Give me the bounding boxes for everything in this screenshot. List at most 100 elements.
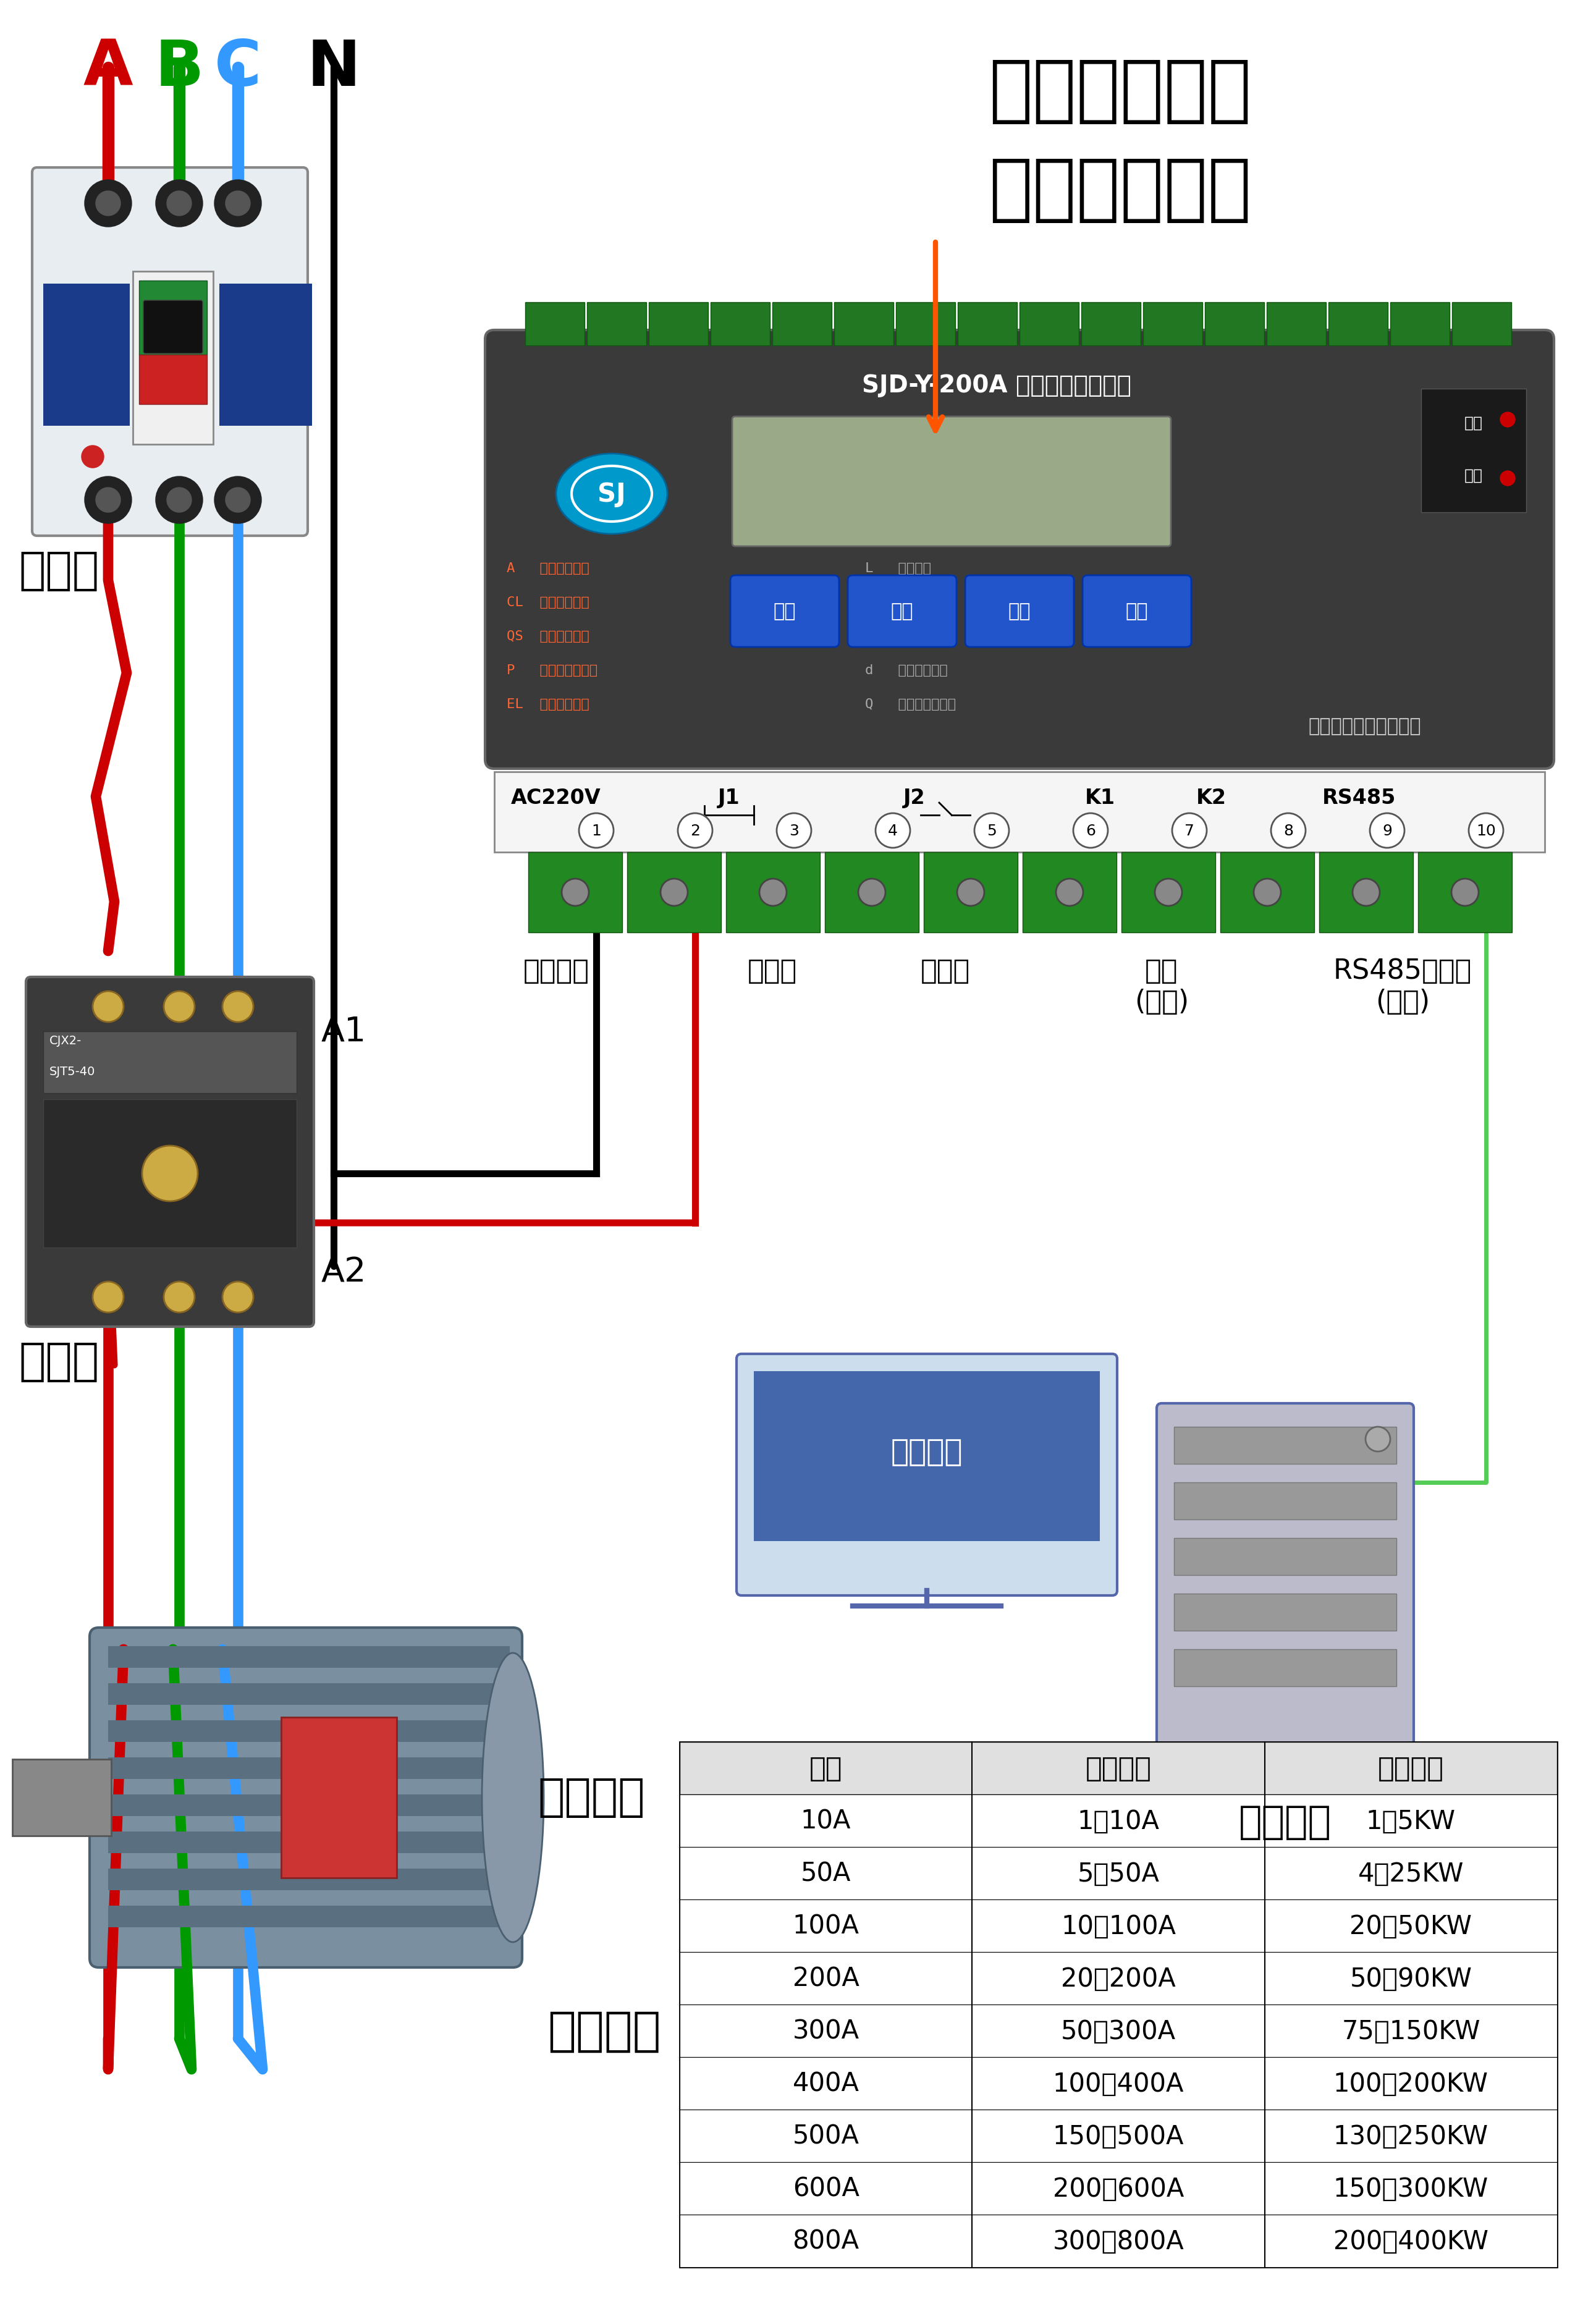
Ellipse shape: [555, 453, 667, 534]
Bar: [13, 1759, 112, 1837]
FancyBboxPatch shape: [733, 416, 1171, 548]
Text: J1: J1: [718, 788, 741, 809]
Text: Q   上电自启动设定: Q 上电自启动设定: [865, 698, 956, 709]
Text: 常闭点: 常闭点: [747, 957, 796, 984]
Circle shape: [96, 192, 120, 217]
Text: d   通讯頻率设定: d 通讯頻率设定: [865, 663, 948, 677]
Circle shape: [1057, 878, 1084, 906]
Bar: [587, 303, 646, 347]
Circle shape: [214, 476, 262, 525]
Circle shape: [225, 488, 251, 513]
Text: 150～500A: 150～500A: [1053, 2124, 1184, 2149]
Bar: [680, 2057, 1558, 2110]
Bar: [132, 273, 214, 444]
Circle shape: [214, 180, 262, 226]
Text: N   欠电压设定: N 欠电压设定: [865, 596, 940, 608]
Bar: [753, 1370, 1100, 1541]
Text: SJT5-40: SJT5-40: [49, 1065, 96, 1077]
Bar: [1122, 853, 1216, 934]
Bar: [109, 1719, 509, 1742]
Text: U   过电压设定: U 过电压设定: [865, 631, 940, 642]
FancyBboxPatch shape: [731, 575, 839, 647]
Text: 75～150KW: 75～150KW: [1342, 2018, 1479, 2043]
Bar: [219, 284, 313, 425]
Circle shape: [1352, 878, 1379, 906]
Text: 20～200A: 20～200A: [1061, 1964, 1176, 1992]
Circle shape: [579, 813, 613, 848]
Circle shape: [93, 1283, 123, 1313]
Circle shape: [81, 446, 104, 469]
Text: RS485: RS485: [1323, 788, 1396, 809]
Text: K2: K2: [1195, 788, 1226, 809]
FancyBboxPatch shape: [89, 1627, 522, 1967]
Text: 故障、报警等: 故障、报警等: [988, 155, 1251, 226]
Bar: [1082, 303, 1141, 347]
Text: 7: 7: [1184, 823, 1194, 839]
Text: J2: J2: [903, 788, 926, 809]
Circle shape: [164, 1283, 195, 1313]
FancyBboxPatch shape: [1157, 1403, 1414, 1784]
Text: A   额定电流设定: A 额定电流设定: [506, 562, 589, 575]
Text: 设置: 设置: [774, 603, 796, 622]
Bar: [627, 853, 721, 934]
Bar: [109, 1907, 509, 1927]
Bar: [109, 1870, 509, 1890]
Circle shape: [222, 1283, 254, 1313]
Text: B: B: [155, 37, 204, 99]
Bar: [680, 1742, 1558, 2267]
Circle shape: [93, 991, 123, 1021]
Circle shape: [760, 878, 787, 906]
Bar: [1420, 388, 1526, 513]
Circle shape: [164, 991, 195, 1021]
Bar: [43, 1100, 297, 1248]
Text: 4: 4: [887, 823, 899, 839]
Text: 电机功率: 电机功率: [1377, 1754, 1444, 1782]
Bar: [924, 853, 1018, 934]
Text: 复位: 复位: [1125, 603, 1148, 622]
Circle shape: [96, 488, 120, 513]
Text: 500A: 500A: [793, 2124, 859, 2149]
Bar: [139, 282, 207, 356]
FancyBboxPatch shape: [144, 300, 203, 354]
Circle shape: [1156, 878, 1183, 906]
Bar: [680, 1953, 1558, 2004]
Circle shape: [168, 488, 192, 513]
Text: 4～25KW: 4～25KW: [1358, 1860, 1464, 1886]
Text: 300A: 300A: [793, 2018, 859, 2043]
Bar: [726, 853, 820, 934]
Bar: [650, 303, 709, 347]
Bar: [680, 1742, 1558, 1796]
Text: 10: 10: [1476, 823, 1495, 839]
Text: 50～300A: 50～300A: [1061, 2018, 1176, 2043]
Text: 上海硕吉电器有限公司: 上海硕吉电器有限公司: [1309, 716, 1420, 735]
Circle shape: [876, 813, 910, 848]
Text: 1～5KW: 1～5KW: [1366, 1807, 1456, 1835]
Text: 断路器: 断路器: [19, 550, 99, 592]
Bar: [1328, 303, 1389, 347]
Bar: [680, 2110, 1558, 2163]
Circle shape: [1366, 1426, 1390, 1451]
Bar: [680, 2163, 1558, 2214]
Text: 10A: 10A: [801, 1807, 851, 1835]
Text: 移位: 移位: [891, 603, 913, 622]
Bar: [1390, 303, 1449, 347]
FancyBboxPatch shape: [966, 575, 1074, 647]
Text: 50A: 50A: [801, 1860, 851, 1886]
Text: SJD-Y-200A 电动机智能监控器: SJD-Y-200A 电动机智能监控器: [862, 374, 1132, 397]
Circle shape: [1369, 813, 1404, 848]
Circle shape: [168, 192, 192, 217]
Bar: [109, 1682, 509, 1706]
Text: 130～250KW: 130～250KW: [1333, 2124, 1489, 2149]
Bar: [1320, 853, 1412, 934]
Bar: [281, 1717, 397, 1879]
Text: 5～50A: 5～50A: [1077, 1860, 1159, 1886]
Bar: [680, 1846, 1558, 1900]
Circle shape: [142, 1146, 198, 1202]
Bar: [1143, 303, 1202, 347]
Bar: [139, 356, 207, 404]
Bar: [680, 1796, 1558, 1846]
Circle shape: [85, 476, 131, 525]
Text: 远程显示: 远程显示: [891, 1437, 962, 1467]
Text: 显示电流电压: 显示电流电压: [988, 55, 1251, 127]
Circle shape: [222, 991, 254, 1021]
